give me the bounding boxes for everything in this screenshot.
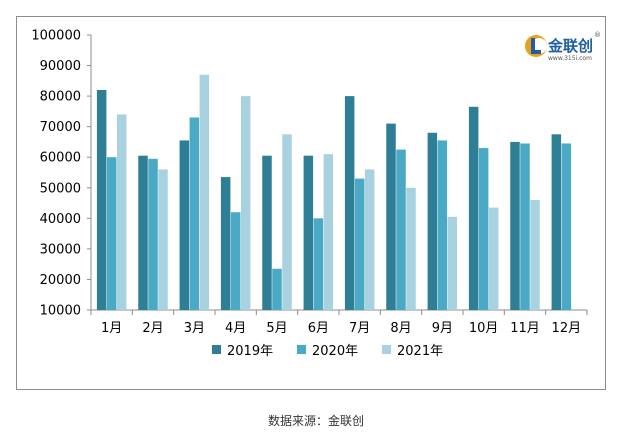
x-tick-label: 9月: [432, 321, 453, 336]
y-tick-label: 30000: [40, 242, 81, 257]
x-axis: 1月 2月 3月 4月 5月 6月 7月 8月 9月 10月 11月 12月: [90, 309, 588, 336]
y-tick-label: 90000: [40, 59, 81, 74]
bar: [116, 114, 127, 310]
y-tick-label: 80000: [40, 90, 81, 105]
logo-mark: [525, 35, 547, 57]
bar: [262, 155, 272, 310]
bar: [220, 177, 231, 310]
y-tick-label: 50000: [40, 181, 81, 196]
y-tick-label: 10000: [40, 304, 81, 319]
y-tick-label: 40000: [40, 212, 81, 227]
bar: [148, 158, 158, 310]
bar: [303, 155, 314, 310]
legend-swatch: [297, 345, 306, 354]
bar: [230, 212, 241, 310]
bar: [520, 143, 530, 310]
bar: [272, 268, 282, 310]
x-tick-label: 3月: [184, 321, 205, 336]
x-tick-label: 11月: [510, 321, 540, 336]
bar: [313, 218, 324, 310]
y-tick-label: 20000: [40, 273, 81, 288]
bar: [427, 132, 438, 310]
bar: [323, 154, 334, 310]
bar: [437, 140, 448, 310]
x-tick-label: 6月: [308, 321, 329, 336]
bar: [282, 134, 292, 310]
bar: [447, 216, 458, 310]
x-tick-label: 10月: [469, 321, 499, 336]
bar: [106, 157, 117, 310]
bar: [406, 187, 416, 310]
bar: [561, 143, 572, 310]
y-tick-label: 70000: [40, 120, 81, 135]
bar: [386, 123, 396, 310]
logo-url: www.315i.com: [548, 55, 592, 62]
source-note: 数据来源：金联创: [267, 414, 364, 428]
chart-frame: 10000 20000 30000 40000 50000 60000 70000 80000…: [16, 16, 606, 390]
legend-swatch: [382, 345, 391, 354]
bar: [478, 148, 489, 310]
x-tick-label: 1月: [101, 321, 122, 336]
legend-label: 2019年: [227, 344, 273, 359]
bar: [551, 134, 562, 310]
x-tick-label: 5月: [266, 321, 287, 336]
x-tick-label: 12月: [552, 321, 582, 336]
bar: [354, 178, 365, 310]
y-tick-label: 60000: [40, 151, 81, 166]
bar: [179, 140, 190, 310]
x-tick-label: 2月: [142, 321, 163, 336]
logo-name: 金联创: [547, 37, 593, 55]
bar: [158, 169, 168, 310]
x-tick-label: 7月: [349, 321, 370, 336]
y-axis: 10000 20000 30000 40000 50000 60000 70000 80000…: [31, 29, 92, 319]
logo-registered-mark: ®: [594, 31, 601, 39]
legend-label: 2020年: [312, 344, 358, 359]
bar: [189, 117, 200, 310]
bar: [488, 207, 499, 310]
bar: [344, 96, 355, 310]
bar: [96, 90, 107, 310]
bar: [396, 149, 406, 310]
x-tick-label: 8月: [390, 321, 411, 336]
bar: [530, 200, 540, 310]
bar: [364, 169, 375, 310]
bar: [138, 155, 148, 310]
legend-label: 2021年: [397, 344, 443, 359]
bar: [510, 141, 520, 310]
bar: [468, 106, 479, 310]
bar: [240, 96, 251, 310]
legend: 2019年 2020年 2021年: [212, 344, 443, 359]
legend-swatch: [212, 345, 221, 354]
x-tick-label: 4月: [225, 321, 246, 336]
bar: [199, 74, 210, 310]
logo: 金联创 ® www.315i.com: [525, 31, 601, 62]
bars: [96, 74, 572, 310]
y-tick-label: 100000: [31, 29, 81, 44]
bar-chart: 10000 20000 30000 40000 50000 60000 70000 80000…: [31, 29, 601, 360]
